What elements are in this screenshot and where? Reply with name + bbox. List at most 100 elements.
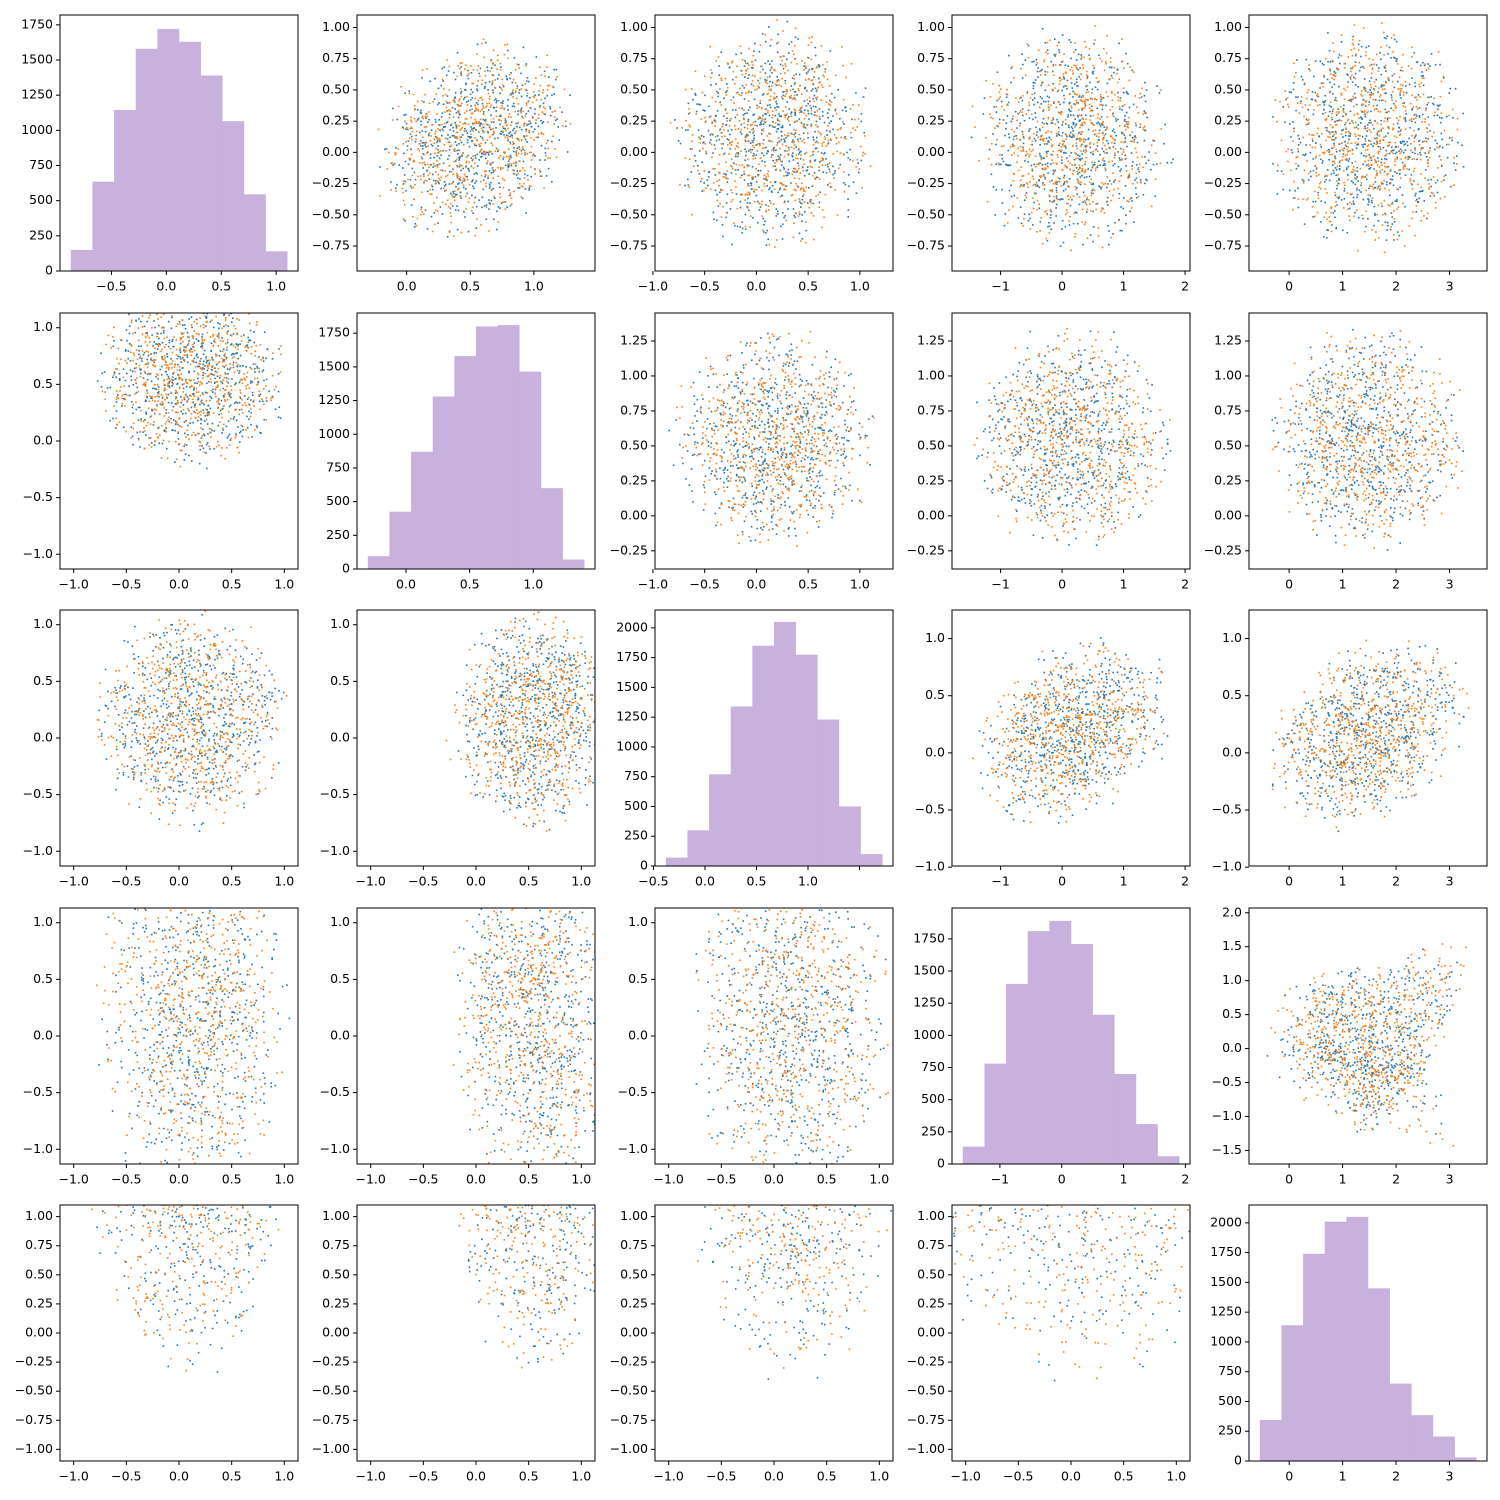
scatter-point [1027,109,1030,112]
scatter-point [528,151,531,154]
scatter-point [714,189,717,192]
scatter-point [778,79,780,82]
scatter-point [1062,143,1064,145]
scatter-point [1301,78,1304,81]
scatter-point [1383,66,1386,68]
scatter-point [1094,25,1096,27]
scatter-point [798,133,801,136]
scatter-point [1039,144,1041,146]
scatter-point [726,89,728,92]
scatter-point [1351,120,1353,122]
scatter-point [501,105,504,107]
scatter-point [1026,43,1029,45]
scatter-point [403,174,406,176]
scatter-point [1370,156,1373,159]
scatter-point [1415,205,1418,207]
scatter-point [1067,202,1069,205]
scatter-point [776,42,778,45]
scatter-point [1350,49,1353,51]
scatter-point [1037,163,1040,166]
scatter-point [1345,159,1348,161]
scatter-point [1107,224,1109,227]
scatter-point [1117,99,1120,102]
scatter-point [771,227,774,229]
scatter-point [1429,147,1431,149]
scatter-point [1093,189,1096,192]
scatter-point [786,117,789,120]
scatter-point [747,191,750,194]
scatter-point [1144,100,1147,103]
scatter-point [1040,135,1042,138]
scatter-point [1360,66,1362,69]
scatter-point [1301,178,1304,181]
scatter-point [732,222,735,225]
scatter-point [862,154,864,157]
scatter-point [476,172,478,175]
scatter-point [438,139,441,141]
scatter-point [489,162,491,165]
scatter-point [782,110,784,112]
scatter-point [752,177,754,179]
scatter-point [544,97,546,100]
scatter-point [1039,129,1041,132]
scatter-point [1302,180,1305,183]
scatter-point [467,230,470,233]
scatter-point [1401,194,1404,196]
scatter-point [458,182,460,184]
scatter-point [1046,41,1049,44]
scatter-point [813,100,816,103]
scatter-point [1444,174,1447,176]
scatter-point [1366,130,1368,132]
scatter-point [996,138,998,141]
scatter-point [775,130,778,133]
scatter-point [836,214,839,216]
scatter-point [700,135,703,137]
scatter-point [464,96,466,99]
scatter-point [798,200,801,203]
scatter-point [1044,168,1046,171]
scatter-point [1383,36,1386,39]
scatter-point [423,161,425,164]
scatter-point [1052,118,1055,121]
scatter-point [1379,148,1382,150]
scatter-point [747,183,749,185]
scatter-point [1373,81,1376,83]
scatter-point [744,228,747,230]
scatter-point [441,67,443,70]
scatter-point [1334,210,1336,212]
scatter-point [855,92,857,94]
scatter-point [1073,169,1076,172]
scatter-point [1054,38,1056,41]
scatter-point [1096,141,1099,144]
scatter-point [445,189,448,191]
scatter-point [1129,66,1131,68]
scatter-point [774,165,776,168]
scatter-point [487,109,490,111]
scatter-point [1047,165,1049,168]
scatter-point [1137,166,1140,169]
scatter-point [741,58,744,61]
scatter-point [734,148,737,150]
scatter-point [474,154,476,157]
scatter-point [1370,86,1373,89]
scatter-point [1125,214,1127,217]
scatter-point [543,70,546,73]
scatter-point [508,189,510,191]
scatter-point [456,174,459,176]
scatter-point [496,210,498,213]
scatter-point [487,175,489,177]
scatter-point [1005,163,1007,166]
scatter-point [820,99,822,101]
scatter-point [738,120,741,122]
scatter-point [852,127,854,129]
scatter-point [748,74,750,76]
scatter-point [1076,114,1079,117]
scatter-point [1072,134,1075,137]
scatter-point [455,125,458,128]
scatter-point [753,201,756,203]
scatter-point [1142,166,1145,168]
scatter-point [1078,164,1081,167]
scatter-point [1064,188,1067,191]
scatter-point [791,155,794,158]
scatter-point [1068,133,1071,136]
